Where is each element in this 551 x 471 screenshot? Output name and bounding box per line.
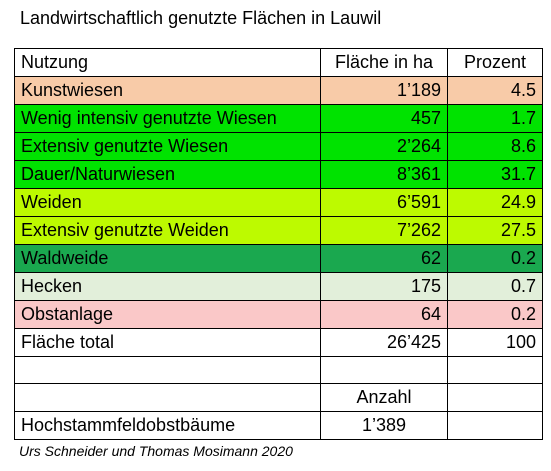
row-label: Extensiv genutzte Wiesen	[14, 132, 321, 161]
row-percent: 31.7	[447, 160, 543, 189]
row-label: Kunstwiesen	[14, 76, 321, 105]
empty-cell	[14, 383, 321, 412]
header-prozent: Prozent	[447, 48, 543, 77]
total-percent: 100	[447, 328, 543, 357]
empty-cell	[447, 383, 543, 412]
page-title: Landwirtschaftlich genutzte Flächen in L…	[20, 8, 382, 28]
header-nutzung: Nutzung	[14, 48, 321, 77]
count-label: Hochstammfeldobstbäume	[14, 411, 321, 440]
row-percent: 24.9	[447, 188, 543, 217]
total-label: Fläche total	[14, 328, 321, 357]
table-row: Weiden 6’591 24.9	[14, 188, 543, 217]
row-area: 1’189	[320, 76, 448, 105]
header-flaeche: Fläche in ha	[320, 48, 448, 77]
row-label: Waldweide	[14, 244, 321, 273]
land-use-table: Nutzung Fläche in ha Prozent Kunstwiesen…	[14, 48, 543, 440]
row-area: 457	[320, 104, 448, 133]
row-area: 6’591	[320, 188, 448, 217]
count-value: 1’389	[320, 411, 448, 440]
row-area: 8’361	[320, 160, 448, 189]
table-row: Hecken 175 0.7	[14, 272, 543, 301]
total-row: Fläche total 26’425 100	[14, 328, 543, 357]
row-area: 64	[320, 300, 448, 329]
count-row: Hochstammfeldobstbäume 1’389	[14, 411, 543, 440]
row-label: Weiden	[14, 188, 321, 217]
table-row: Obstanlage 64 0.2	[14, 300, 543, 329]
row-label: Extensiv genutzte Weiden	[14, 216, 321, 245]
table-row: Kunstwiesen 1’189 4.5	[14, 76, 543, 105]
row-percent: 4.5	[447, 76, 543, 105]
source-credit: Urs Schneider und Thomas Mosimann 2020	[19, 443, 293, 459]
table-header-row: Nutzung Fläche in ha Prozent	[14, 48, 543, 77]
empty-cell	[447, 411, 543, 440]
table-row: Extensiv genutzte Wiesen 2’264 8.6	[14, 132, 543, 161]
row-label: Obstanlage	[14, 300, 321, 329]
empty-cell	[320, 356, 448, 384]
row-percent: 8.6	[447, 132, 543, 161]
row-area: 7’262	[320, 216, 448, 245]
empty-cell	[14, 356, 321, 384]
row-area: 2’264	[320, 132, 448, 161]
row-percent: 0.2	[447, 300, 543, 329]
row-percent: 27.5	[447, 216, 543, 245]
total-area: 26’425	[320, 328, 448, 357]
row-percent: 0.2	[447, 244, 543, 273]
row-label: Wenig intensiv genutzte Wiesen	[14, 104, 321, 133]
empty-cell	[447, 356, 543, 384]
row-area: 175	[320, 272, 448, 301]
row-percent: 1.7	[447, 104, 543, 133]
count-header: Anzahl	[320, 383, 448, 412]
row-label: Hecken	[14, 272, 321, 301]
table-row: Waldweide 62 0.2	[14, 244, 543, 273]
row-label: Dauer/Naturwiesen	[14, 160, 321, 189]
table-row: Dauer/Naturwiesen 8’361 31.7	[14, 160, 543, 189]
row-percent: 0.7	[447, 272, 543, 301]
count-header-row: Anzahl	[14, 383, 543, 412]
row-area: 62	[320, 244, 448, 273]
empty-row	[14, 356, 543, 384]
table-row: Wenig intensiv genutzte Wiesen 457 1.7	[14, 104, 543, 133]
table-row: Extensiv genutzte Weiden 7’262 27.5	[14, 216, 543, 245]
